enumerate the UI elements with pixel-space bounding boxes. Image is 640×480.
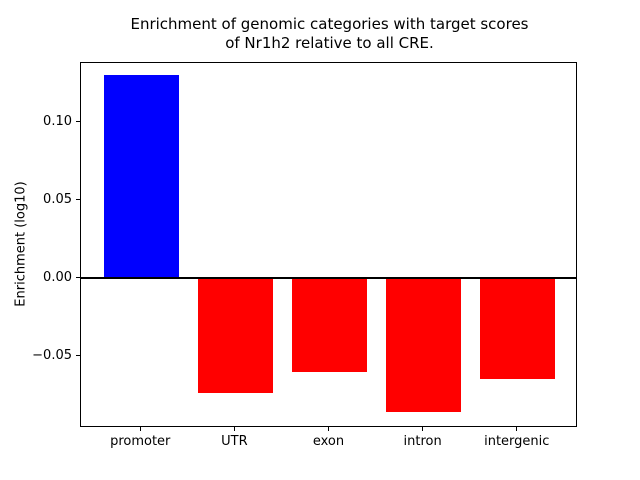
- y-tick-mark: [76, 276, 80, 278]
- chart-title: Enrichment of genomic categories with ta…: [130, 15, 529, 52]
- x-tick-mark: [422, 427, 424, 431]
- x-tick-label-UTR: UTR: [221, 434, 248, 449]
- x-tick-mark: [328, 427, 329, 431]
- y-tick-label: 0.05: [43, 192, 72, 208]
- x-tick-mark: [516, 427, 518, 431]
- plot-area: [80, 62, 577, 427]
- bar-UTR: [197, 278, 274, 394]
- y-tick-mark: [76, 121, 80, 123]
- x-tick-label-promoter: promoter: [110, 434, 171, 449]
- bar-intron: [385, 278, 462, 413]
- y-tick-mark: [76, 354, 80, 356]
- zero-line: [81, 277, 576, 280]
- bar-intergenic: [480, 278, 556, 380]
- bar-promoter: [103, 74, 179, 279]
- bar-exon: [291, 278, 368, 372]
- x-tick-mark: [233, 427, 235, 431]
- y-tick-label: 0.10: [43, 114, 72, 130]
- x-tick-label-exon: exon: [312, 434, 345, 449]
- x-tick-mark: [139, 427, 141, 431]
- y-tick-label: −0.05: [32, 347, 72, 363]
- y-tick-label: 0.00: [43, 269, 72, 285]
- x-tick-label-intergenic: intergenic: [484, 434, 550, 449]
- x-tick-label-intron: intron: [403, 434, 442, 449]
- y-tick-mark: [76, 199, 80, 201]
